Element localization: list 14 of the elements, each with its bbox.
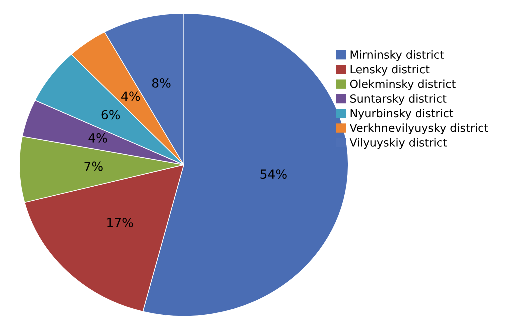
- data-label: 6%: [102, 110, 120, 120]
- data-label: 4%: [88, 133, 108, 143]
- legend-label: Nyurbinsky district: [350, 109, 454, 120]
- legend-label: Suntarsky district: [350, 94, 447, 106]
- legend-label: Verkhnevilyuysky district: [350, 124, 488, 134]
- legend-label: Olekminsky district: [350, 80, 456, 90]
- legend-label: Vilyuyskiy district: [350, 138, 448, 150]
- data-label: 7%: [84, 162, 103, 172]
- data-label: 8%: [152, 78, 171, 88]
- data-label: 54%: [260, 170, 287, 180]
- legend-label: Mirninsky district: [350, 50, 444, 62]
- legend-label: Lensky district: [350, 65, 430, 76]
- data-label: 17%: [108, 218, 134, 228]
- data-label: 4%: [122, 92, 140, 102]
